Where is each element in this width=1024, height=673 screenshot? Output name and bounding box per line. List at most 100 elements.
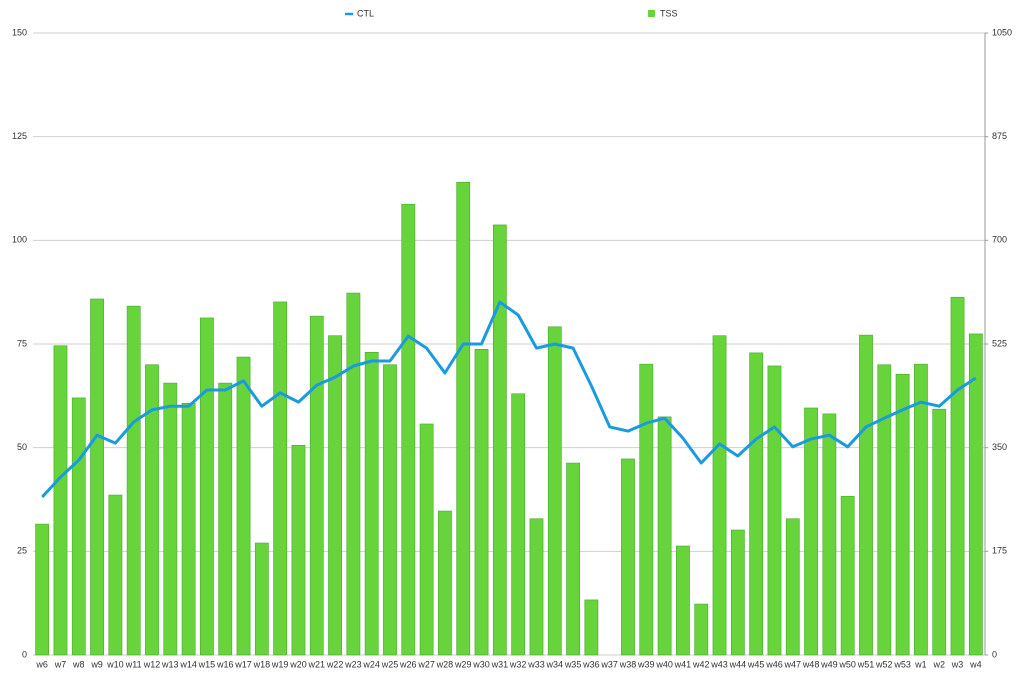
x-tick-label: w6 [35,659,48,669]
x-tick-label: w53 [893,659,911,669]
bar [438,510,452,656]
x-tick-label: w18 [253,659,271,669]
bar [145,364,159,656]
bar [730,529,745,656]
legend-label: TSS [660,8,678,18]
x-tick-label: w12 [143,659,161,669]
x-tick-label: w33 [527,659,545,669]
bar [767,365,782,656]
x-tick-label: w44 [729,659,747,669]
x-tick-label: w7 [54,659,67,669]
bar [163,382,178,656]
x-tick-label: w3 [951,659,964,669]
y-tick-label: 25 [17,546,27,556]
y-tick-label: 75 [17,338,27,348]
x-tick-label: w1 [914,659,927,669]
bar [53,345,68,656]
bar [822,413,837,656]
bar [126,305,141,656]
bar [529,518,544,656]
bar [639,363,654,656]
bar [309,315,324,656]
bar [181,402,196,656]
x-tick-label: w30 [472,659,490,669]
bar [840,495,855,656]
bar [676,545,690,656]
bar [785,518,800,656]
x-tick-label: w47 [784,659,802,669]
bar [621,458,635,656]
x-tick-label: w41 [674,659,692,669]
bar [328,335,342,656]
bar [566,462,580,656]
legend-marker [648,10,655,17]
x-tick-label: w22 [326,659,344,669]
x-tick-label: w4 [969,659,982,669]
bar [401,203,416,656]
y2-tick-label: 525 [992,338,1007,348]
x-tick-label: w27 [417,659,435,669]
y2-tick-label: 700 [992,235,1007,245]
x-tick-label: w51 [857,659,875,669]
bar [71,397,86,656]
x-tick-label: w14 [179,659,197,669]
bar [35,523,50,656]
x-tick-label: w40 [655,659,673,669]
x-tick-label: w38 [619,659,637,669]
x-tick-label: w19 [271,659,289,669]
bar [511,393,526,656]
bar [932,408,947,656]
x-tick-label: w28 [436,659,454,669]
x-tick-label: w29 [454,659,472,669]
legend-label: CTL [357,8,374,18]
x-tick-label: w9 [90,659,103,669]
bar [547,326,562,656]
x-tick-label: w23 [344,659,362,669]
x-tick-label: w8 [72,659,85,669]
x-tick-label: w50 [838,659,856,669]
y2-tick-label: 175 [992,546,1007,556]
x-tick-label: w24 [362,659,380,669]
bar [200,317,214,656]
bar [950,296,965,656]
bar [474,349,489,656]
bar [90,298,104,656]
bar [236,356,251,656]
line [41,300,977,499]
bar [492,224,507,656]
x-tick-label: w20 [289,659,307,669]
x-tick-label: w37 [600,659,618,669]
x-tick-label: w10 [106,659,124,669]
bar [895,373,910,656]
x-tick-label: w26 [399,659,417,669]
y2-tick-label: 0 [992,649,997,659]
bar [273,301,288,656]
bar [218,382,233,656]
bar [254,542,269,656]
x-tick-label: w36 [582,659,600,669]
bar [346,292,361,656]
x-tick-label: w39 [637,659,655,669]
x-tick-label: w43 [710,659,728,669]
bar [694,603,709,656]
bar [456,181,471,656]
x-tick-label: w25 [381,659,399,669]
x-tick-label: w31 [491,659,509,669]
bar [804,407,818,656]
x-tick-label: w16 [216,659,234,669]
y-tick-label: 125 [12,131,27,141]
y2-tick-label: 875 [992,131,1007,141]
x-tick-label: w46 [765,659,783,669]
x-tick-label: w21 [308,659,326,669]
y-tick-label: 150 [12,27,27,37]
bar [877,364,892,656]
x-tick-label: w34 [546,659,564,669]
bar [383,364,397,656]
bar [749,352,764,656]
y-tick-label: 50 [17,442,27,452]
x-tick-label: w2 [932,659,945,669]
bar [914,363,928,656]
x-tick-label: w13 [161,659,179,669]
y2-tick-label: 1050 [992,27,1012,37]
